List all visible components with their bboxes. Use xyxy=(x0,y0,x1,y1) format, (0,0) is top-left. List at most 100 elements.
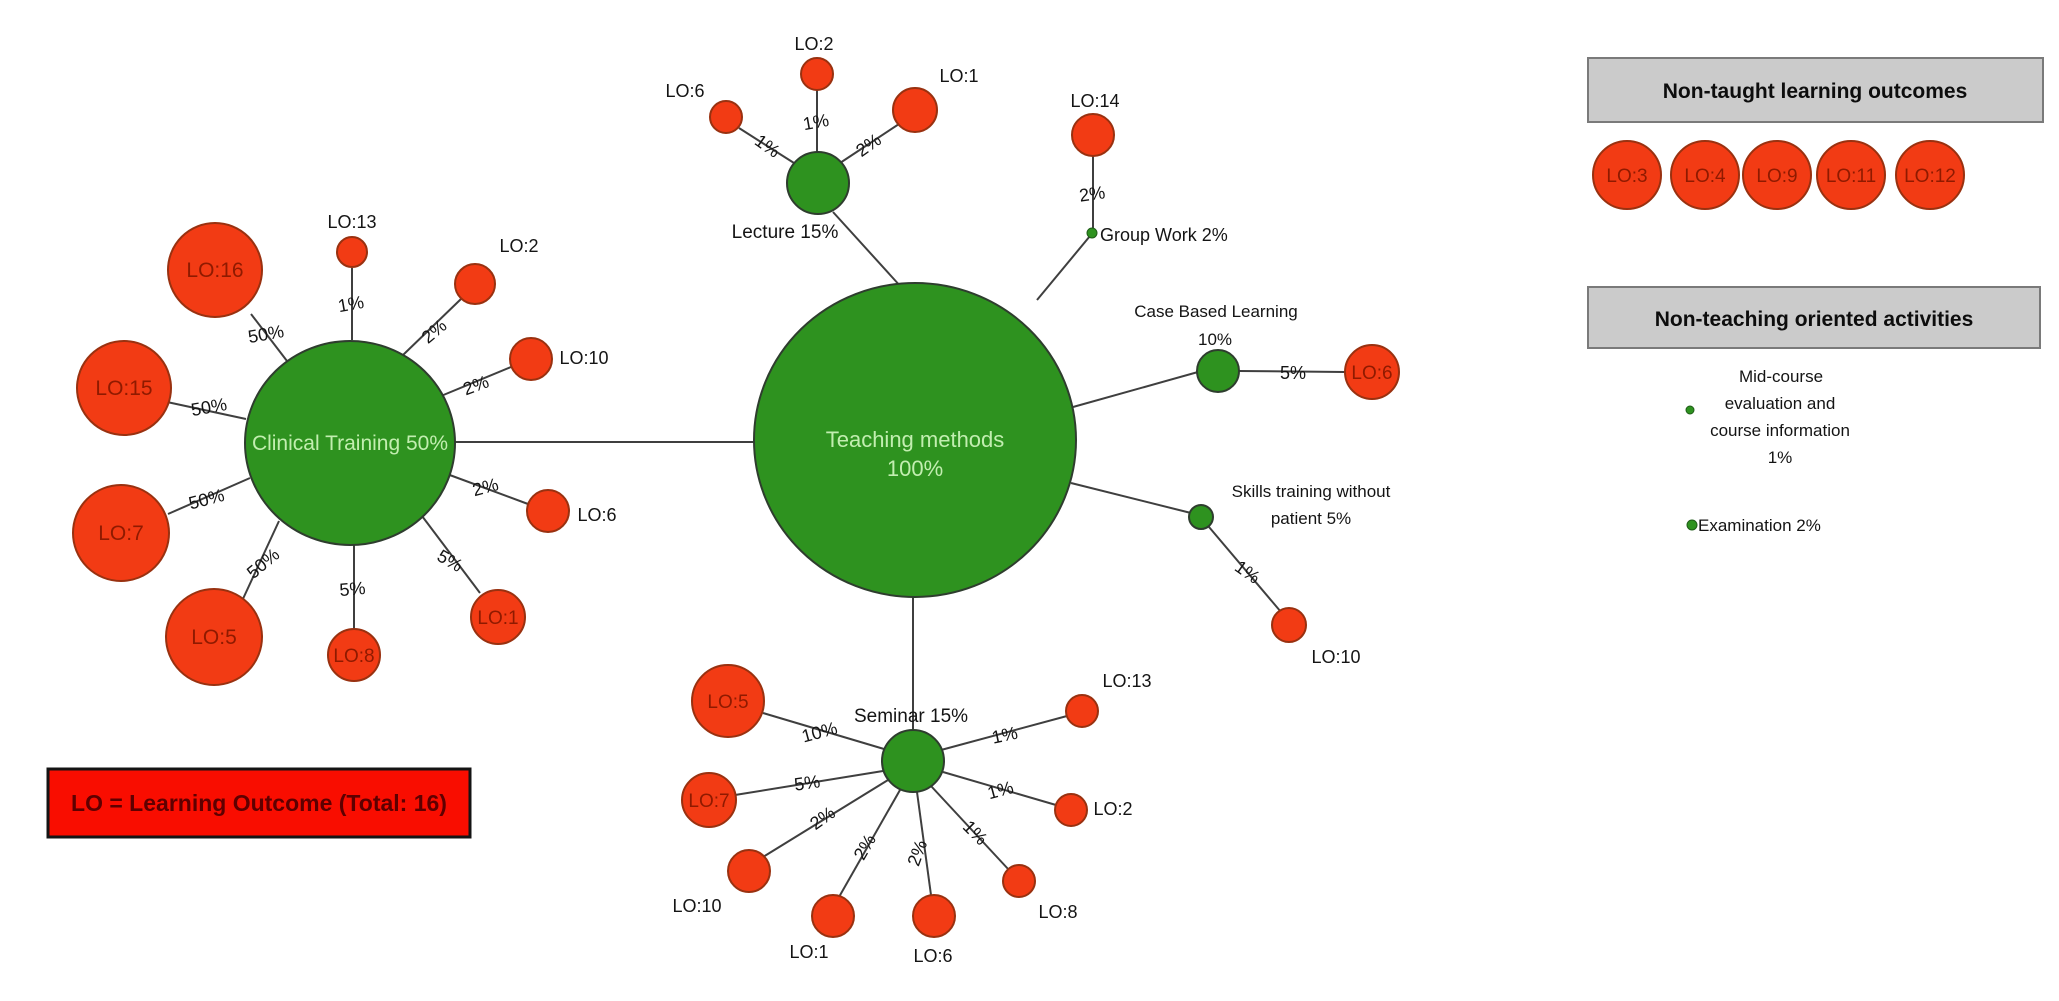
groupwork-lo14-pct: 2% xyxy=(1078,182,1107,205)
edge-clinical-lo1 xyxy=(418,511,481,594)
edge-seminar-lo13 xyxy=(940,715,1068,751)
node-teaching-methods xyxy=(753,282,1077,598)
node-clinical-lo2 xyxy=(454,263,496,305)
case-based-label-line1: Case Based Learning xyxy=(1134,302,1298,321)
node-nontaught-lo3 xyxy=(1592,140,1662,210)
nontaught-lo9-name: LO:9 xyxy=(1756,166,1797,187)
lecture-lo1-label: LO:1 xyxy=(939,66,978,86)
clinical-lo2-pct: 2% xyxy=(418,315,451,347)
node-casebased-lo6 xyxy=(1344,344,1400,400)
lecture-lo1-pct: 2% xyxy=(852,129,885,160)
lecture-lo2-label: LO:2 xyxy=(794,34,833,54)
seminar-lo13-pct: 1% xyxy=(990,723,1020,748)
node-seminar-lo10 xyxy=(727,849,771,893)
seminar-lo1-label: LO:1 xyxy=(789,942,828,962)
node-seminar-lo5 xyxy=(691,664,765,738)
edge-clinical-lo2 xyxy=(402,298,462,356)
node-clinical-lo10 xyxy=(509,337,553,381)
edge-center-lecture xyxy=(832,211,903,289)
node-seminar-lo13 xyxy=(1065,694,1099,728)
edge-clinical-lo15 xyxy=(166,401,247,420)
seminar-lo2-pct: 1% xyxy=(985,777,1015,803)
seminar-lo1-pct: 2% xyxy=(850,831,880,864)
seminar-lo2-label: LO:2 xyxy=(1093,799,1132,819)
legend-text: LO = Learning Outcome (Total: 16) xyxy=(71,790,447,816)
lecture-lo6-pct: 1% xyxy=(751,130,784,161)
non-taught-header-box xyxy=(1587,57,2044,123)
clinical-lo7-pct: 50% xyxy=(186,485,226,514)
edge-seminar-lo5 xyxy=(762,712,885,750)
node-clinical-lo8 xyxy=(327,628,381,682)
node-lecture-lo1 xyxy=(892,87,938,133)
node-nontaught-lo4 xyxy=(1670,140,1740,210)
casebased-lo6-name: LO:6 xyxy=(1351,363,1392,384)
lecture-lo6-label: LO:6 xyxy=(665,81,704,101)
examination-label: Examination 2% xyxy=(1698,516,1821,535)
skills-label-line1: Skills training without xyxy=(1232,482,1391,501)
node-clinical-lo15 xyxy=(76,340,172,436)
casebased-lo6-pct: 5% xyxy=(1280,363,1306,383)
node-nontaught-lo9 xyxy=(1742,140,1812,210)
edge-seminar-lo8 xyxy=(930,785,1010,871)
edge-lecture-lo6 xyxy=(738,127,795,164)
edge-seminar-lo6 xyxy=(916,791,932,896)
seminar-lo6-label: LO:6 xyxy=(913,946,952,966)
node-clinical-lo6 xyxy=(526,489,570,533)
edge-clinical-lo16 xyxy=(250,313,288,362)
edge-center-groupwork xyxy=(1036,235,1091,301)
clinical-lo1-pct: 5% xyxy=(434,546,467,576)
node-seminar-lo1 xyxy=(811,894,855,938)
edge-skills-lo10 xyxy=(1208,526,1282,613)
clinical-lo6-pct: 2% xyxy=(470,474,500,500)
clinical-lo2-label: LO:2 xyxy=(499,236,538,256)
clinical-lo6-label: LO:6 xyxy=(577,505,616,525)
edge-clinical-lo10 xyxy=(440,366,512,397)
seminar-lo5-name: LO:5 xyxy=(707,692,748,713)
seminar-lo8-label: LO:8 xyxy=(1038,902,1077,922)
skills-lo10-label: LO:10 xyxy=(1311,647,1360,667)
clinical-lo13-pct: 1% xyxy=(336,292,365,316)
node-clinical-lo1 xyxy=(470,589,526,645)
seminar-label: Seminar 15% xyxy=(854,706,968,727)
non-teaching-title: Non-teaching oriented activities xyxy=(1655,308,1974,331)
clinical-lo10-label: LO:10 xyxy=(559,348,608,368)
seminar-lo5-pct: 10% xyxy=(799,718,839,747)
clinical-lo7-name: LO:7 xyxy=(98,522,144,545)
node-skills-training xyxy=(1188,504,1214,530)
node-nontaught-lo12 xyxy=(1895,140,1965,210)
legend-box xyxy=(46,767,472,839)
node-seminar xyxy=(881,729,945,793)
clinical-lo5-pct: 50% xyxy=(243,544,283,582)
nontaught-lo3-name: LO:3 xyxy=(1606,166,1647,187)
node-lecture-lo2 xyxy=(800,57,834,91)
teaching-methods-label-line2: 100% xyxy=(887,456,943,481)
nontaught-lo11-name: LO:11 xyxy=(1826,166,1876,187)
nontaught-lo12-name: LO:12 xyxy=(1904,166,1956,187)
skills-lo10-pct: 1% xyxy=(1231,556,1264,587)
node-seminar-lo8 xyxy=(1002,864,1036,898)
clinical-lo8-name: LO:8 xyxy=(333,646,374,667)
node-seminar-lo7 xyxy=(681,772,737,828)
node-clinical-lo7 xyxy=(72,484,170,582)
edge-clinical-lo6 xyxy=(446,473,529,505)
clinical-lo15-name: LO:15 xyxy=(95,377,152,400)
clinical-lo16-pct: 50% xyxy=(246,321,285,347)
skills-label-line2: patient 5% xyxy=(1271,509,1351,528)
node-examination xyxy=(1686,519,1698,531)
mid-course-line1: Mid-course xyxy=(1739,367,1823,386)
node-clinical-lo13 xyxy=(336,236,368,268)
seminar-lo7-pct: 5% xyxy=(793,771,822,794)
case-based-label-line2: 10% xyxy=(1198,330,1232,349)
node-seminar-lo2 xyxy=(1054,793,1088,827)
node-skills-lo10 xyxy=(1271,607,1307,643)
edge-clinical-lo5 xyxy=(241,520,280,602)
node-mid-course xyxy=(1685,405,1695,415)
node-case-based xyxy=(1196,349,1240,393)
edge-seminar-lo10 xyxy=(762,779,889,858)
edge-seminar-lo2 xyxy=(942,771,1057,806)
mid-course-line4: 1% xyxy=(1768,448,1793,467)
non-teaching-header-box xyxy=(1587,286,2041,349)
clinical-lo16-name: LO:16 xyxy=(186,259,243,282)
